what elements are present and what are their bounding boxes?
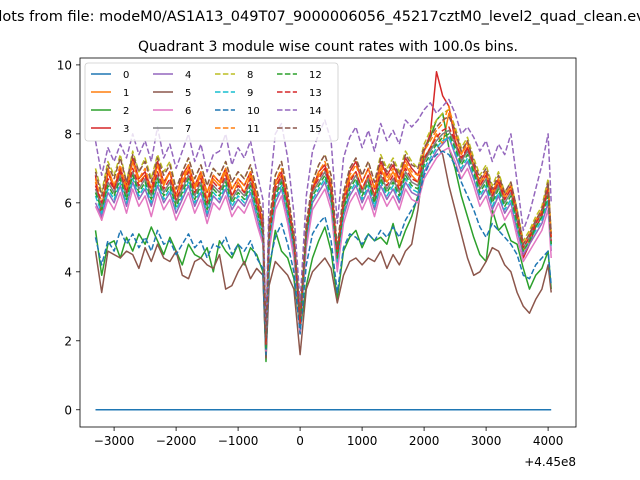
legend-label-10: 10: [247, 106, 260, 117]
x-tick-label: −3000: [94, 434, 135, 448]
series-line-2: [94, 112, 552, 363]
series-line-11: [94, 105, 552, 342]
legend-label-6: 6: [185, 106, 191, 117]
legend-label-15: 15: [309, 124, 322, 135]
legend-label-12: 12: [309, 70, 322, 81]
figure-suptitle: Plots from file: modeM0/AS1A13_049T07_90…: [0, 9, 640, 25]
series-line-13: [94, 126, 552, 345]
y-tick-label: 0: [64, 403, 72, 417]
series-line-9: [94, 136, 552, 349]
series-line-5: [94, 143, 552, 359]
legend-frame: [84, 62, 339, 142]
x-tick-label: 4000: [533, 434, 564, 448]
legend-label-7: 7: [185, 124, 191, 135]
x-tick-label: 0: [296, 434, 304, 448]
series-line-6: [94, 146, 552, 352]
legend-label-14: 14: [309, 106, 322, 117]
legend-label-1: 1: [123, 88, 129, 99]
plot-frame: [79, 57, 577, 428]
legend-label-0: 0: [123, 70, 129, 81]
y-tick-label: 10: [57, 58, 72, 72]
x-tick-label: 1000: [347, 434, 378, 448]
legend-label-11: 11: [247, 124, 260, 135]
legend-label-9: 9: [247, 88, 253, 99]
legend-label-8: 8: [247, 70, 253, 81]
series-line-10: [94, 150, 552, 356]
legend-label-2: 2: [123, 106, 129, 117]
x-tick-label: −2000: [156, 434, 197, 448]
series-line-12: [94, 133, 552, 349]
x-tick-label: 2000: [409, 434, 440, 448]
x-tick-label: 3000: [471, 434, 502, 448]
legend-label-4: 4: [185, 70, 191, 81]
y-tick-label: 6: [64, 196, 72, 210]
legend-label-3: 3: [123, 124, 129, 135]
series-line-15: [94, 115, 552, 339]
y-tick-label: 4: [64, 265, 72, 279]
y-tick-label: 8: [64, 127, 72, 141]
chart-title: Quadrant 3 module wise count rates with …: [138, 39, 518, 55]
y-tick-label: 2: [64, 334, 72, 348]
series-layer: [94, 71, 552, 411]
y-axis: 0 2 4 6 8 10: [57, 58, 80, 417]
x-axis: −3000 −2000 −1000 0 1000 2000 3000 4000: [94, 427, 564, 448]
legend-label-5: 5: [185, 88, 191, 99]
series-line-4: [94, 136, 552, 345]
x-tick-label: −1000: [218, 434, 259, 448]
series-line-7: [94, 129, 552, 345]
x-offset-label: +4.45e8: [524, 455, 576, 469]
legend-label-13: 13: [309, 88, 322, 99]
